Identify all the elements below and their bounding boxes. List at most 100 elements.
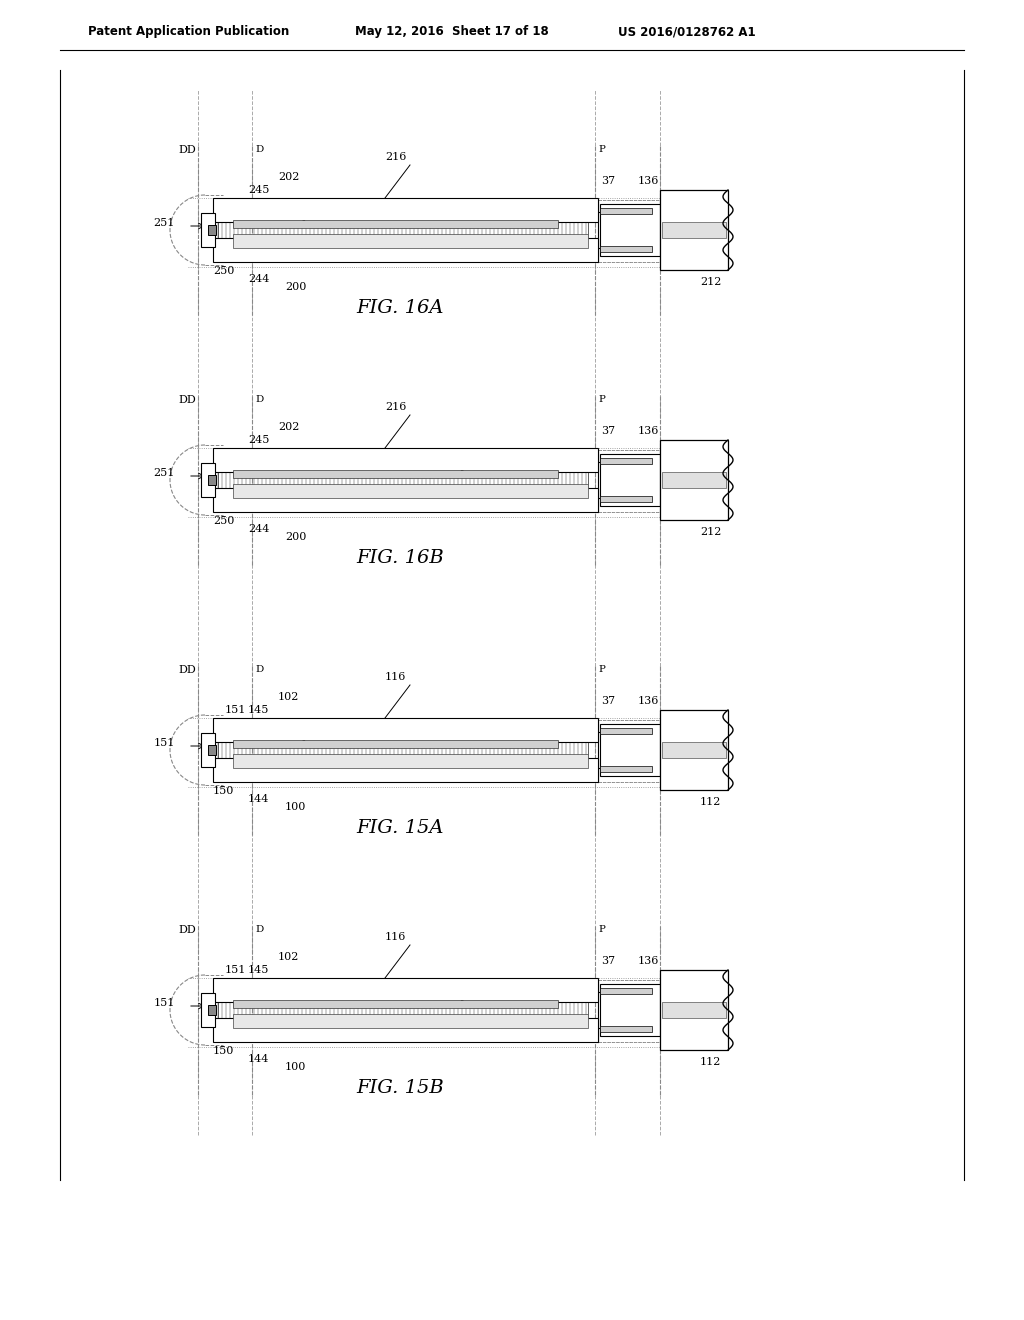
Text: 100: 100 [285, 803, 306, 812]
Text: P: P [598, 665, 605, 675]
Bar [600, 1026, 652, 1032]
Bar [600, 729, 652, 734]
Text: Patent Application Publication: Patent Application Publication [88, 25, 289, 38]
Bar [600, 987, 652, 994]
Text: 100: 100 [285, 1063, 306, 1072]
Bar [218, 473, 588, 488]
Text: US 2016/0128762 A1: US 2016/0128762 A1 [618, 25, 756, 38]
Bar [233, 234, 588, 248]
Text: 151: 151 [154, 738, 175, 748]
Text: 150: 150 [213, 1045, 234, 1056]
Bar [662, 473, 726, 488]
Text: 37: 37 [601, 426, 615, 436]
Bar [660, 710, 728, 789]
Bar [208, 1005, 216, 1015]
Text: 245: 245 [248, 185, 269, 195]
Bar [208, 744, 216, 755]
Text: P: P [598, 925, 605, 935]
Bar [213, 198, 598, 222]
Text: FIG. 15B: FIG. 15B [356, 1078, 443, 1097]
Text: 116: 116 [385, 932, 407, 942]
Text: 112: 112 [700, 797, 721, 807]
Bar [233, 754, 588, 768]
Bar [233, 470, 558, 478]
Bar [218, 1002, 588, 1018]
Bar [201, 213, 215, 247]
Text: 212: 212 [700, 527, 721, 537]
Bar [213, 1018, 598, 1041]
Bar [218, 222, 588, 238]
Text: 37: 37 [601, 956, 615, 966]
Bar [600, 458, 652, 465]
Text: 102: 102 [278, 692, 299, 702]
Text: 151: 151 [225, 705, 247, 715]
Bar [213, 978, 598, 1002]
Bar [213, 238, 598, 261]
Text: 202: 202 [278, 172, 299, 182]
Text: May 12, 2016  Sheet 17 of 18: May 12, 2016 Sheet 17 of 18 [355, 25, 549, 38]
Text: 250: 250 [213, 516, 234, 525]
Text: 150: 150 [213, 785, 234, 796]
Text: 251: 251 [154, 218, 175, 228]
Text: 144: 144 [248, 1053, 269, 1064]
Bar [218, 742, 588, 758]
Bar [600, 496, 652, 502]
Bar [662, 222, 726, 238]
Bar [201, 733, 215, 767]
Text: 102: 102 [278, 952, 299, 962]
Bar [600, 983, 660, 1036]
Text: 136: 136 [638, 176, 659, 186]
Bar [600, 209, 652, 214]
Text: 244: 244 [248, 275, 269, 284]
Text: D: D [255, 925, 263, 935]
Bar [600, 766, 652, 772]
Text: 136: 136 [638, 426, 659, 436]
Text: 144: 144 [248, 795, 269, 804]
Bar [213, 758, 598, 781]
Text: D: D [255, 665, 263, 675]
Text: 200: 200 [285, 282, 306, 292]
Text: 151: 151 [154, 998, 175, 1008]
Text: P: P [598, 396, 605, 404]
Bar [660, 190, 728, 271]
Bar [201, 993, 215, 1027]
Text: DD: DD [178, 665, 196, 675]
Text: 136: 136 [638, 956, 659, 966]
Text: 251: 251 [154, 469, 175, 478]
Bar [233, 220, 558, 228]
Bar [662, 1002, 726, 1018]
Bar [600, 205, 660, 256]
Text: 245: 245 [248, 436, 269, 445]
Bar [213, 718, 598, 742]
Text: D: D [255, 396, 263, 404]
Text: 145: 145 [248, 965, 269, 975]
Text: 37: 37 [601, 176, 615, 186]
Bar [600, 454, 660, 506]
Text: P: P [598, 145, 605, 154]
Bar [600, 246, 652, 252]
Bar [233, 484, 588, 498]
Text: DD: DD [178, 925, 196, 935]
Bar [662, 742, 726, 758]
Bar [233, 1001, 558, 1008]
Bar [233, 741, 558, 748]
Text: FIG. 16A: FIG. 16A [356, 300, 443, 317]
Bar [600, 723, 660, 776]
Text: 116: 116 [385, 672, 407, 682]
Text: 37: 37 [601, 696, 615, 706]
Text: 212: 212 [700, 277, 721, 286]
Text: 244: 244 [248, 524, 269, 535]
Text: DD: DD [178, 145, 196, 154]
Text: D: D [255, 145, 263, 154]
Text: 145: 145 [248, 705, 269, 715]
Text: FIG. 15A: FIG. 15A [356, 818, 443, 837]
Text: 216: 216 [385, 152, 407, 162]
Bar [660, 440, 728, 520]
Text: 112: 112 [700, 1057, 721, 1067]
Text: 200: 200 [285, 532, 306, 543]
Bar [208, 475, 216, 484]
Text: DD: DD [178, 395, 196, 405]
Text: 151: 151 [225, 965, 247, 975]
Text: FIG. 16B: FIG. 16B [356, 549, 443, 568]
Text: 216: 216 [385, 403, 407, 412]
